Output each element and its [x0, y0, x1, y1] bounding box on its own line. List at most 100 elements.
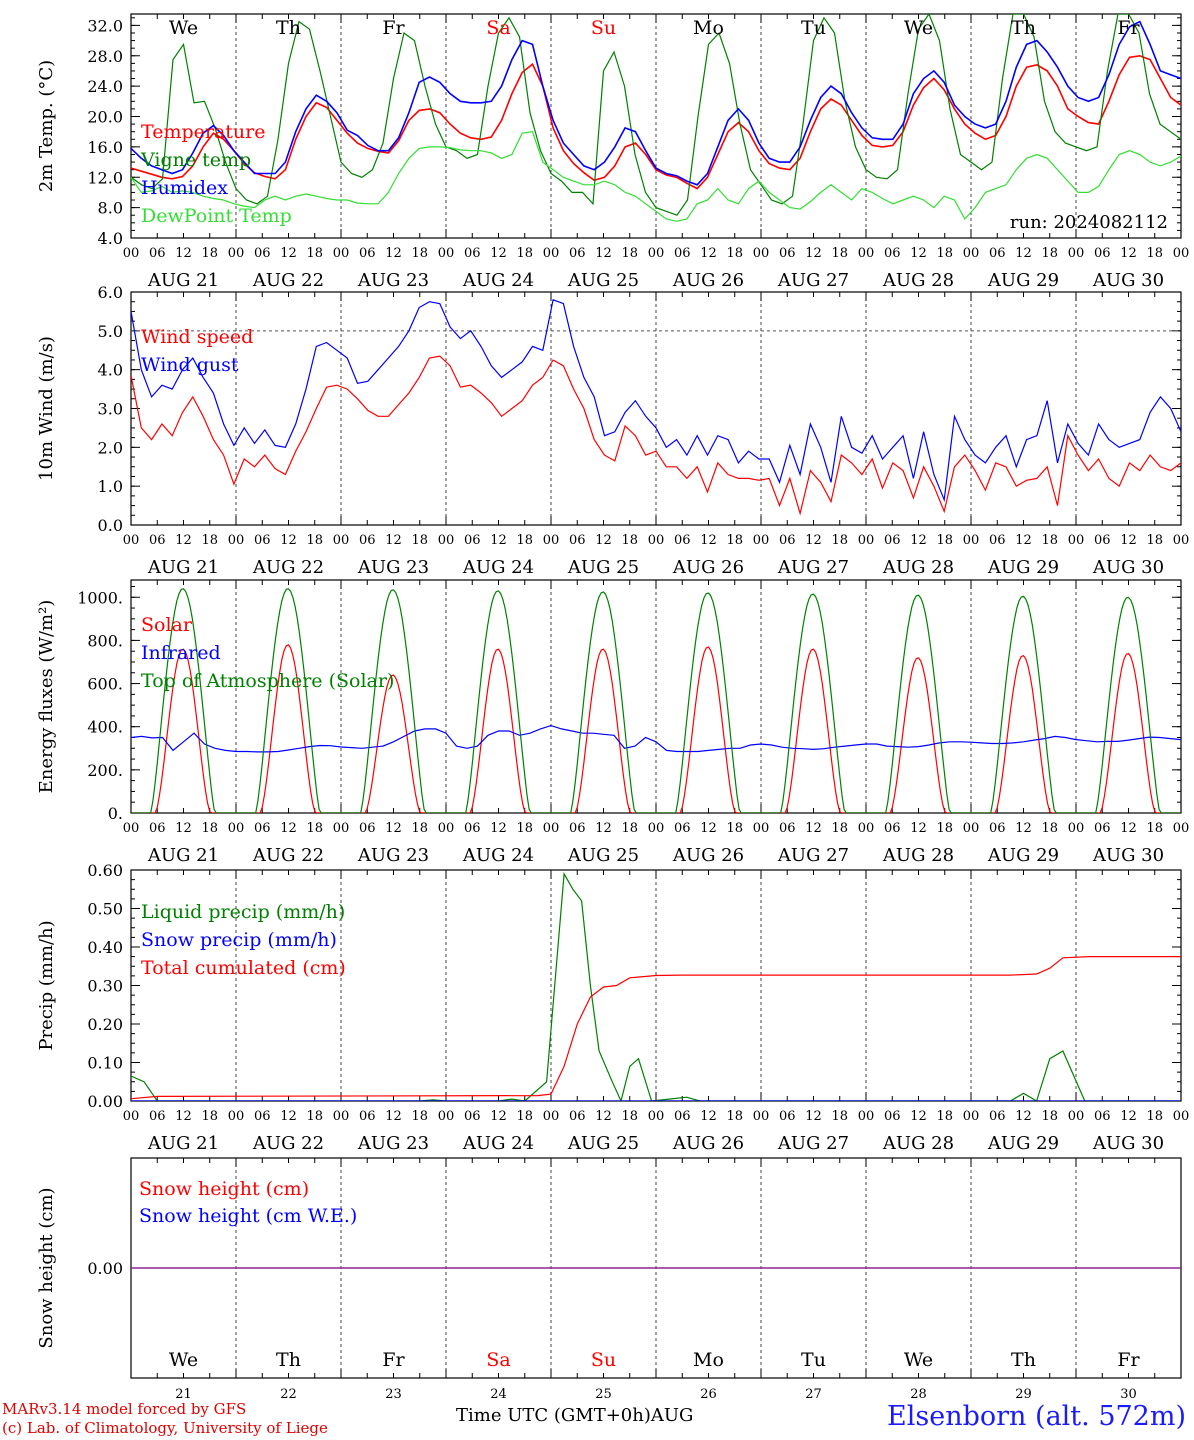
- hour-tick-label: 06: [989, 533, 1006, 548]
- hour-tick-label: 12: [700, 1109, 717, 1124]
- day-number-label: 24: [490, 1387, 507, 1402]
- hour-tick-label: 12: [910, 1109, 927, 1124]
- date-label: AUG 25: [567, 845, 639, 866]
- hour-tick-label: 18: [1041, 246, 1058, 261]
- hour-tick-label: 18: [306, 246, 323, 261]
- legend-entry: Liquid precip (mm/h): [141, 901, 345, 923]
- legend-entry: Vigne temp: [140, 149, 251, 171]
- x-axis-month: AUG: [650, 1405, 694, 1426]
- hour-tick-label: 12: [490, 246, 507, 261]
- hour-tick-label: 00: [438, 821, 455, 836]
- legend-entry: Temperature: [141, 121, 265, 143]
- hour-tick-label: 06: [569, 821, 586, 836]
- date-label: AUG 21: [147, 845, 219, 866]
- hour-tick-label: 00: [438, 246, 455, 261]
- series-line-solar: [131, 644, 1181, 813]
- weekday-label: Sa: [486, 1349, 510, 1371]
- hour-tick-label: 00: [648, 533, 665, 548]
- date-label: AUG 24: [462, 557, 534, 578]
- hour-tick-label: 06: [779, 246, 796, 261]
- y-tick-label: 24.0: [87, 77, 123, 96]
- date-label: AUG 22: [252, 557, 324, 578]
- hour-tick-label: 12: [280, 533, 297, 548]
- hour-tick-label: 18: [411, 1109, 428, 1124]
- hour-tick-label: 18: [1041, 821, 1058, 836]
- hour-tick-label: 18: [1041, 533, 1058, 548]
- date-label: AUG 27: [777, 1133, 849, 1154]
- hour-tick-label: 06: [464, 1109, 481, 1124]
- y-tick-label: 0.: [108, 804, 123, 823]
- hour-tick-label: 00: [543, 533, 560, 548]
- hour-tick-label: 12: [385, 533, 402, 548]
- hour-tick-label: 18: [201, 1109, 218, 1124]
- date-label: AUG 26: [672, 557, 744, 578]
- hour-tick-label: 18: [831, 1109, 848, 1124]
- legend-entry: Infrared: [141, 642, 221, 664]
- hour-tick-label: 18: [306, 533, 323, 548]
- weekday-label: Sa: [486, 17, 510, 39]
- hour-tick-label: 12: [595, 533, 612, 548]
- hour-tick-label: 06: [359, 821, 376, 836]
- weekday-label: Fr: [1117, 1349, 1140, 1371]
- hour-tick-label: 18: [201, 821, 218, 836]
- hour-tick-label: 18: [516, 1109, 533, 1124]
- legend-entry: Wind gust: [141, 354, 239, 376]
- hour-tick-label: 18: [201, 246, 218, 261]
- hour-tick-label: 12: [280, 246, 297, 261]
- y-tick-label: 0.40: [87, 938, 123, 957]
- y-tick-label: 4.0: [98, 361, 123, 380]
- hour-tick-label: 00: [543, 821, 560, 836]
- y-tick-label: 4.0: [98, 229, 123, 248]
- hour-tick-label: 00: [963, 246, 980, 261]
- day-number-label: 26: [700, 1387, 717, 1402]
- hour-tick-label: 00: [1173, 533, 1190, 548]
- hour-tick-label: 12: [280, 821, 297, 836]
- hour-tick-label: 18: [516, 821, 533, 836]
- hour-tick-label: 00: [543, 246, 560, 261]
- date-label: AUG 29: [987, 1133, 1059, 1154]
- hour-tick-label: 06: [989, 821, 1006, 836]
- hour-tick-label: 06: [884, 821, 901, 836]
- date-label: AUG 22: [252, 845, 324, 866]
- weekday-label: We: [169, 1349, 198, 1371]
- legend-entry: Solar: [141, 614, 193, 636]
- hour-tick-label: 00: [1068, 246, 1085, 261]
- hour-tick-label: 00: [1068, 533, 1085, 548]
- hour-tick-label: 00: [228, 821, 245, 836]
- hour-tick-label: 18: [1146, 1109, 1163, 1124]
- y-tick-label: 20.0: [87, 108, 123, 127]
- date-label: AUG 28: [882, 557, 954, 578]
- hour-tick-label: 18: [411, 533, 428, 548]
- hour-tick-label: 00: [858, 533, 875, 548]
- hour-tick-label: 00: [753, 821, 770, 836]
- date-label: AUG 23: [357, 557, 429, 578]
- hour-tick-label: 06: [779, 1109, 796, 1124]
- legend-entry: Snow precip (mm/h): [141, 929, 337, 951]
- day-number-label: 27: [805, 1387, 822, 1402]
- hour-tick-label: 18: [516, 246, 533, 261]
- hour-tick-label: 12: [175, 246, 192, 261]
- hour-tick-label: 12: [700, 246, 717, 261]
- hour-tick-label: 06: [359, 246, 376, 261]
- day-number-label: 21: [175, 1387, 192, 1402]
- hour-tick-label: 00: [858, 1109, 875, 1124]
- hour-tick-label: 12: [1015, 246, 1032, 261]
- series-line-wind-speed: [131, 355, 1181, 516]
- y-tick-label: 0.0: [98, 516, 123, 535]
- hour-tick-label: 06: [674, 533, 691, 548]
- hour-tick-label: 00: [648, 1109, 665, 1124]
- hour-tick-label: 18: [621, 533, 638, 548]
- hour-tick-label: 18: [1146, 533, 1163, 548]
- hour-tick-label: 00: [963, 533, 980, 548]
- y-axis-title: Energy fluxes (W/m²): [36, 600, 57, 794]
- date-label: AUG 25: [567, 270, 639, 291]
- weekday-label: We: [169, 17, 198, 39]
- weekday-label: Su: [591, 1349, 616, 1371]
- hour-tick-label: 00: [858, 821, 875, 836]
- date-label: AUG 22: [252, 1133, 324, 1154]
- day-number-label: 25: [595, 1387, 612, 1402]
- hour-tick-label: 06: [1094, 246, 1111, 261]
- hour-tick-label: 00: [123, 821, 140, 836]
- hour-tick-label: 12: [805, 533, 822, 548]
- hour-tick-label: 18: [621, 1109, 638, 1124]
